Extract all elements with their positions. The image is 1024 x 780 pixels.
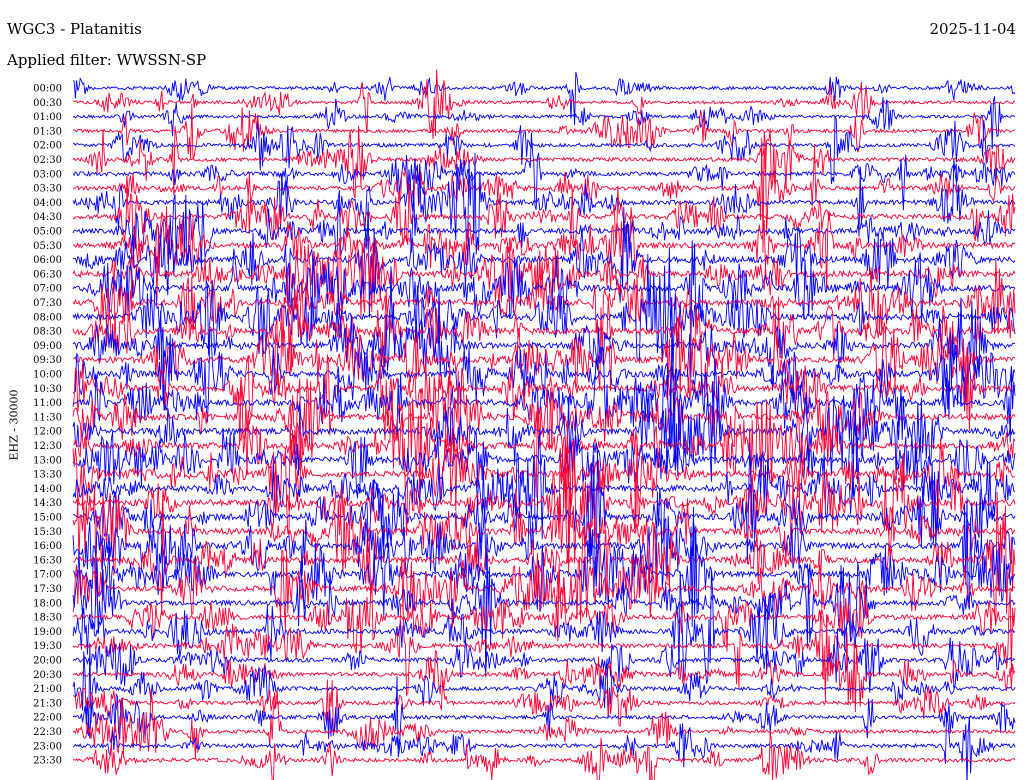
row-label-1300: 13:00 — [33, 455, 62, 466]
date-label: 2025-11-04 — [929, 20, 1016, 38]
trace-row-0300 — [72, 132, 1016, 211]
row-label-1930: 19:30 — [33, 641, 62, 652]
trace-row-1900 — [72, 571, 1016, 684]
row-label-1400: 14:00 — [33, 484, 62, 495]
trace-row-0100 — [72, 96, 1016, 150]
trace-row-0000 — [72, 71, 1016, 126]
trace-row-0230 — [72, 125, 1016, 199]
row-label-0400: 04:00 — [33, 198, 62, 209]
row-label-0700: 07:00 — [33, 284, 62, 295]
row-label-0900: 09:00 — [33, 341, 62, 352]
trace-row-1400 — [72, 433, 1016, 544]
row-label-0930: 09:30 — [33, 355, 62, 366]
row-label-2330: 23:30 — [33, 756, 62, 767]
row-label-0730: 07:30 — [33, 298, 62, 309]
trace-row-0500 — [72, 190, 1016, 270]
row-label-0130: 01:30 — [33, 126, 62, 137]
trace-row-1730 — [72, 526, 1016, 631]
row-labels: 00:00 00:30 01:00 01:30 02:00 02:30 03:00 03:30… — [33, 84, 62, 767]
seismic-traces — [72, 69, 1016, 780]
trace-row-1200 — [72, 379, 1016, 482]
trace-row-1300 — [72, 419, 1016, 500]
trace-row-2200 — [72, 675, 1016, 758]
trace-row-1030 — [72, 354, 1016, 441]
row-label-0600: 06:00 — [33, 255, 62, 266]
row-label-2030: 20:30 — [33, 670, 62, 681]
trace-row-0030 — [72, 69, 1016, 139]
trace-row-1530 — [72, 478, 1016, 579]
trace-row-0630 — [72, 237, 1016, 321]
row-label-2130: 21:30 — [33, 698, 62, 709]
row-label-1900: 19:00 — [33, 627, 62, 638]
row-label-0230: 02:30 — [33, 155, 62, 166]
row-label-1800: 18:00 — [33, 598, 62, 609]
row-label-0630: 06:30 — [33, 269, 62, 280]
row-label-2100: 21:00 — [33, 684, 62, 695]
trace-row-1430 — [72, 420, 1016, 573]
row-label-0300: 03:00 — [33, 169, 62, 180]
trace-row-0430 — [72, 182, 1016, 251]
row-label-1500: 15:00 — [33, 513, 62, 524]
trace-row-1500 — [72, 442, 1016, 586]
row-label-0200: 02:00 — [33, 141, 62, 152]
row-label-0800: 08:00 — [33, 312, 62, 323]
trace-row-0130 — [72, 103, 1016, 160]
row-label-0530: 05:30 — [33, 241, 62, 252]
row-label-1000: 10:00 — [33, 370, 62, 381]
row-label-1530: 15:30 — [33, 527, 62, 538]
row-label-0430: 04:30 — [33, 212, 62, 223]
station-title: WGC3 - Platanitis — [7, 20, 142, 38]
trace-row-2000 — [72, 628, 1016, 693]
row-label-1230: 12:30 — [33, 441, 62, 452]
row-label-0830: 08:30 — [33, 327, 62, 338]
row-label-0000: 00:00 — [33, 84, 62, 95]
trace-row-0730 — [72, 259, 1016, 391]
trace-row-1700 — [72, 506, 1016, 627]
filter-label: Applied filter: WWSSN-SP — [7, 51, 207, 69]
row-label-1830: 18:30 — [33, 613, 62, 624]
trace-row-0330 — [72, 131, 1016, 253]
trace-row-1800 — [72, 548, 1016, 678]
trace-row-1600 — [72, 488, 1016, 610]
trace-row-0930 — [72, 317, 1016, 398]
trace-row-0530 — [72, 206, 1016, 293]
row-label-0030: 00:30 — [33, 98, 62, 109]
row-label-1200: 12:00 — [33, 427, 62, 438]
trace-row-2100 — [72, 643, 1016, 737]
row-label-0330: 03:30 — [33, 184, 62, 195]
row-label-1430: 14:30 — [33, 498, 62, 509]
trace-row-0700 — [72, 240, 1016, 341]
trace-row-0900 — [72, 266, 1016, 412]
trace-row-2030 — [72, 632, 1016, 713]
trace-row-0400 — [72, 152, 1016, 255]
row-label-1030: 10:30 — [33, 384, 62, 395]
row-label-1700: 17:00 — [33, 570, 62, 581]
trace-row-0200 — [72, 115, 1016, 185]
row-label-1630: 16:30 — [33, 555, 62, 566]
trace-row-2130 — [72, 679, 1016, 740]
row-label-2300: 23:00 — [33, 741, 62, 752]
row-label-2230: 22:30 — [33, 727, 62, 738]
trace-row-0830 — [72, 271, 1016, 379]
row-label-1100: 11:00 — [33, 398, 62, 409]
trace-row-0600 — [72, 201, 1016, 318]
row-label-1130: 11:30 — [33, 412, 62, 423]
row-label-2200: 22:00 — [33, 713, 62, 724]
row-label-0500: 05:00 — [33, 227, 62, 238]
trace-row-1830 — [72, 563, 1016, 654]
trace-row-2230 — [72, 689, 1016, 759]
row-label-1330: 13:30 — [33, 470, 62, 481]
trace-row-1230 — [72, 388, 1016, 536]
trace-row-1100 — [72, 325, 1016, 463]
trace-row-2330 — [72, 731, 1016, 780]
row-label-1600: 16:00 — [33, 541, 62, 552]
trace-row-0800 — [72, 247, 1016, 376]
row-label-1730: 17:30 — [33, 584, 62, 595]
trace-row-1930 — [72, 590, 1016, 703]
row-label-0100: 01:00 — [33, 112, 62, 123]
row-label-2000: 20:00 — [33, 656, 62, 667]
trace-row-1130 — [72, 365, 1016, 467]
trace-row-2300 — [72, 711, 1016, 780]
